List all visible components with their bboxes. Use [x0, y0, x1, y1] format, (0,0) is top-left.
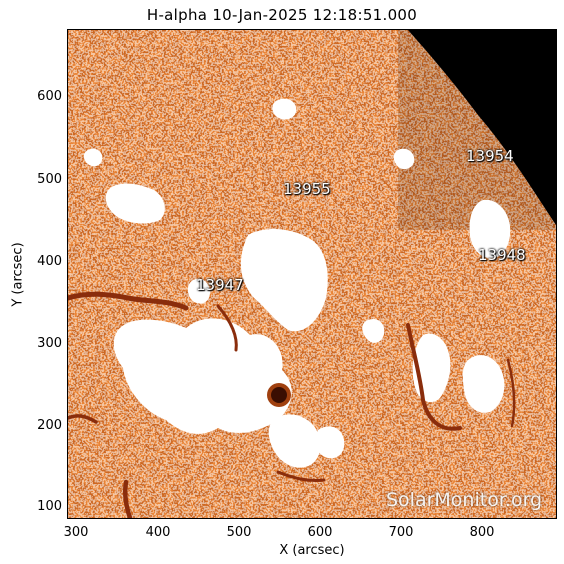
x-tick-label: 800: [469, 525, 495, 540]
plage-regions: [83, 98, 511, 468]
image-title: H-alpha 10-Jan-2025 12:18:51.000: [146, 6, 418, 24]
y-axis-label: Y (arcsec): [10, 242, 26, 307]
y-tick-label: 400: [37, 254, 62, 269]
watermark: SolarMonitor.org: [386, 489, 543, 511]
x-axis-label: X (arcsec): [279, 543, 345, 558]
x-tick-label: 300: [63, 525, 89, 540]
halpha-map: [68, 30, 556, 518]
x-tick-label: 700: [388, 525, 414, 540]
x-tick-label: 500: [226, 525, 252, 540]
x-tick-label: 600: [307, 525, 333, 540]
y-tick-label: 300: [37, 336, 62, 351]
y-tick-label: 500: [37, 172, 62, 187]
region-label: 13955: [283, 180, 331, 198]
y-tick-label: 600: [37, 89, 62, 104]
solar-image: [67, 29, 557, 519]
y-tick-label: 100: [37, 499, 62, 514]
y-tick-label: 200: [37, 418, 62, 433]
sunspot: [267, 383, 291, 407]
off-limb-space: [408, 30, 556, 225]
x-tick-label: 400: [145, 525, 171, 540]
region-label: 13947: [196, 276, 244, 294]
filaments: [68, 291, 516, 518]
region-label: 13948: [478, 246, 526, 264]
region-label: 13954: [466, 147, 514, 165]
